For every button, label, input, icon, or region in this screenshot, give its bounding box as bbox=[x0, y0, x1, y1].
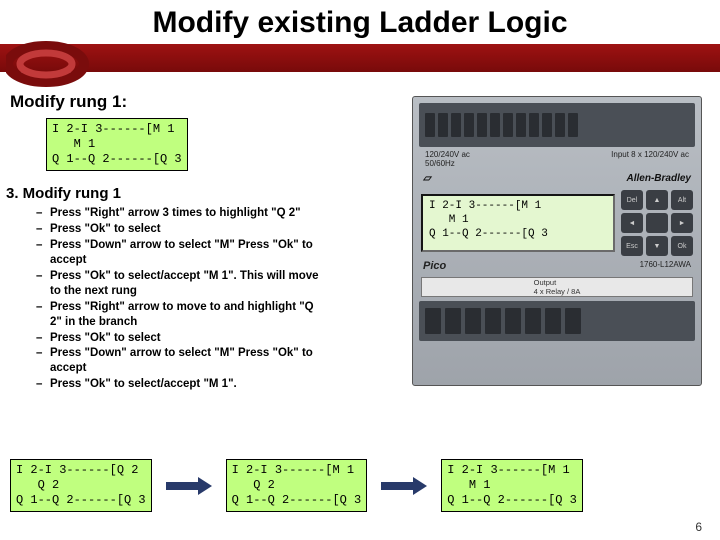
ladder-step-2: I 2-I 3------[M 1 Q 2 Q 1--Q 2------[Q 3 bbox=[226, 459, 368, 512]
key-esc[interactable]: Esc bbox=[621, 236, 643, 256]
plc-mid-row: I 2-I 3------[M 1 M 1 Q 1--Q 2------[Q 3… bbox=[413, 186, 701, 260]
arrow-icon bbox=[381, 477, 427, 495]
ab-logo-icon: ▱ bbox=[423, 173, 431, 184]
plc-keypad: Del ▲ Alt ◄ ► Esc ▼ Ok bbox=[621, 190, 693, 256]
ladder-step-3: I 2-I 3------[M 1 M 1 Q 1--Q 2------[Q 3 bbox=[441, 459, 583, 512]
step-item: Press "Down" arrow to select "M" Press "… bbox=[40, 238, 320, 268]
red-bar bbox=[0, 44, 720, 72]
step-item: Press "Right" arrow 3 times to highlight… bbox=[40, 206, 320, 221]
plc-device: 120/240V ac 50/60Hz Input 8 x 120/240V a… bbox=[412, 96, 702, 386]
ladder-step-1: I 2-I 3------[Q 2 Q 2 Q 1--Q 2------[Q 3 bbox=[10, 459, 152, 512]
plc-partno-row: Pico 1760-L12AWA bbox=[413, 260, 701, 275]
step-item: Press "Ok" to select/accept "M 1". bbox=[40, 377, 320, 392]
plc-partno: 1760-L12AWA bbox=[640, 260, 691, 272]
plc-bottom-terminals bbox=[419, 301, 695, 341]
step-item: Press "Right" arrow to move to and highl… bbox=[40, 300, 320, 330]
step-item: Press "Ok" to select bbox=[40, 222, 320, 237]
plc-brand-row: ▱ Allen-Bradley bbox=[413, 171, 701, 186]
key-ok[interactable]: Ok bbox=[671, 236, 693, 256]
key-del[interactable]: Del bbox=[621, 190, 643, 210]
plc-brand: Allen-Bradley bbox=[627, 173, 691, 184]
ladder-main: I 2-I 3------[M 1 M 1 Q 1--Q 2------[Q 3 bbox=[46, 118, 188, 171]
plc-power-label: 120/240V ac 50/60Hz bbox=[425, 150, 470, 168]
key-center[interactable] bbox=[646, 213, 668, 233]
plc-output-label: Output 4 x Relay / 8A bbox=[421, 277, 693, 297]
key-right[interactable]: ► bbox=[671, 213, 693, 233]
plc-input-label: Input 8 x 120/240V ac bbox=[611, 150, 689, 168]
key-left[interactable]: ◄ bbox=[621, 213, 643, 233]
steps-list: Press "Right" arrow 3 times to highlight… bbox=[40, 206, 320, 392]
key-down[interactable]: ▼ bbox=[646, 236, 668, 256]
step-item: Press "Ok" to select bbox=[40, 331, 320, 346]
page-title: Modify existing Ladder Logic bbox=[0, 0, 720, 40]
plc-label-row: 120/240V ac 50/60Hz Input 8 x 120/240V a… bbox=[413, 147, 701, 171]
plc-pico: Pico bbox=[423, 260, 446, 272]
logo-swirl bbox=[6, 34, 96, 90]
header: Modify existing Ladder Logic bbox=[0, 0, 720, 82]
key-up[interactable]: ▲ bbox=[646, 190, 668, 210]
bottom-sequence: I 2-I 3------[Q 2 Q 2 Q 1--Q 2------[Q 3… bbox=[10, 459, 583, 512]
key-alt[interactable]: Alt bbox=[671, 190, 693, 210]
step-item: Press "Down" arrow to select "M" Press "… bbox=[40, 346, 320, 376]
step-item: Press "Ok" to select/accept "M 1". This … bbox=[40, 269, 320, 299]
plc-lcd: I 2-I 3------[M 1 M 1 Q 1--Q 2------[Q 3 bbox=[421, 194, 615, 252]
page-number: 6 bbox=[695, 520, 702, 534]
plc-top-terminals bbox=[419, 103, 695, 147]
arrow-icon bbox=[166, 477, 212, 495]
